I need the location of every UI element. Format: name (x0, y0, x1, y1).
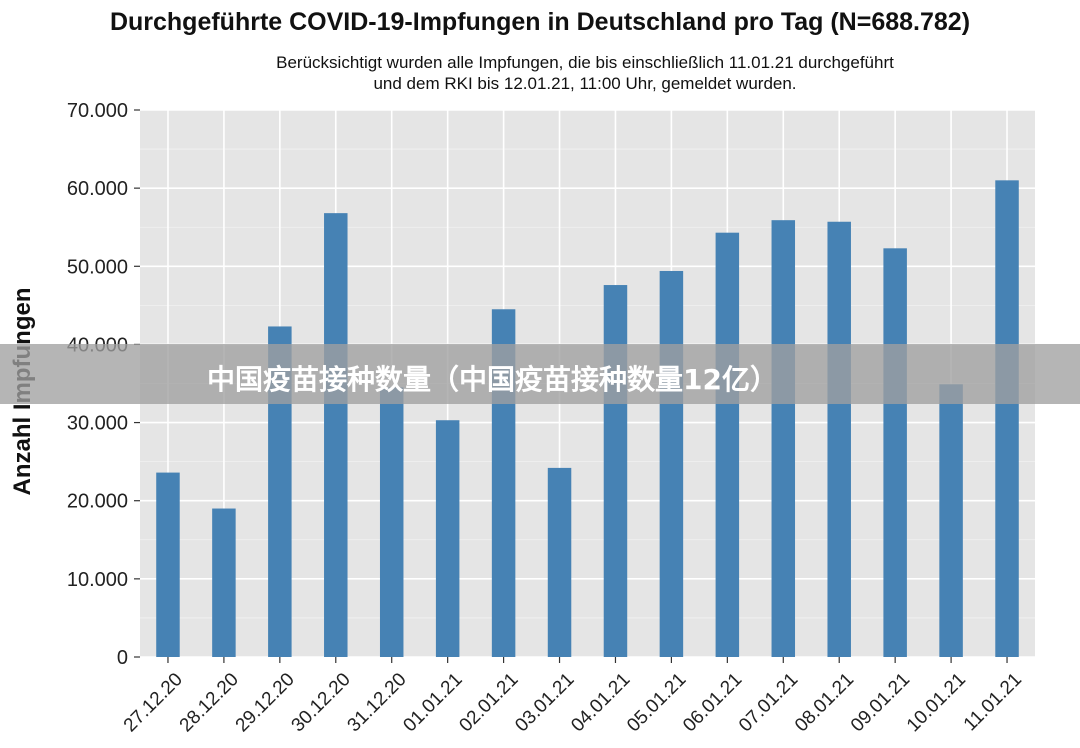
bar (435, 420, 460, 657)
x-tick-label: 10.01.21 (903, 669, 970, 736)
x-tick-label: 04.01.21 (567, 669, 634, 736)
x-tick-label: 08.01.21 (791, 669, 858, 736)
bar (715, 232, 740, 658)
y-axis: 010.00020.00030.00040.00050.00060.00070.… (67, 100, 140, 669)
y-tick-label: 30.000 (67, 413, 128, 435)
bar (547, 467, 572, 657)
y-tick-label: 50.000 (67, 256, 128, 278)
overlay-banner: 中国疫苗接种数量（中国疫苗接种数量12亿） (0, 344, 1080, 404)
x-tick-label: 28.12.20 (176, 669, 243, 736)
bar (827, 221, 851, 657)
y-tick-label: 20.000 (67, 491, 128, 513)
chart-subtitle: Berücksichtigt wurden alle Impfungen, di… (0, 52, 1080, 94)
x-tick-label: 31.12.20 (344, 669, 411, 736)
x-tick-label: 30.12.20 (288, 669, 355, 736)
bar (939, 384, 963, 657)
x-tick-label: 09.01.21 (847, 669, 914, 736)
chart-title: Durchgeführte COVID-19-Impfungen in Deut… (109, 8, 971, 36)
chart-subtitle-line-1: Berücksichtigt wurden alle Impfungen, di… (276, 53, 894, 72)
x-tick-label: 07.01.21 (735, 669, 802, 736)
x-tick-label: 29.12.20 (232, 669, 299, 736)
x-tick-label: 27.12.20 (120, 669, 187, 736)
bar (883, 248, 907, 657)
bar (995, 180, 1019, 658)
bar (603, 285, 628, 657)
bar (212, 508, 236, 657)
y-tick-label: 10.000 (67, 569, 128, 591)
bar (324, 213, 348, 658)
overlay-banner-text: 中国疫苗接种数量（中国疫苗接种数量12亿） (207, 363, 778, 396)
bar (156, 472, 180, 657)
bar (379, 387, 404, 657)
x-tick-label: 11.01.21 (960, 669, 1026, 735)
chart-subtitle-line-2: und dem RKI bis 12.01.21, 11:00 Uhr, gem… (373, 74, 797, 93)
bar (659, 270, 684, 657)
y-tick-label: 70.000 (67, 100, 128, 122)
x-tick-label: 05.01.21 (623, 669, 690, 736)
y-tick-label: 60.000 (67, 178, 128, 200)
x-tick-label: 03.01.21 (511, 669, 578, 736)
x-tick-label: 02.01.21 (455, 669, 522, 736)
x-tick-label: 06.01.21 (679, 669, 746, 736)
x-axis: 27.12.2028.12.2029.12.2030.12.2031.12.20… (120, 657, 1026, 736)
x-tick-label: 01.01.21 (399, 669, 466, 736)
bar (771, 220, 796, 657)
y-tick-label: 0 (117, 647, 128, 669)
bar (268, 326, 292, 657)
